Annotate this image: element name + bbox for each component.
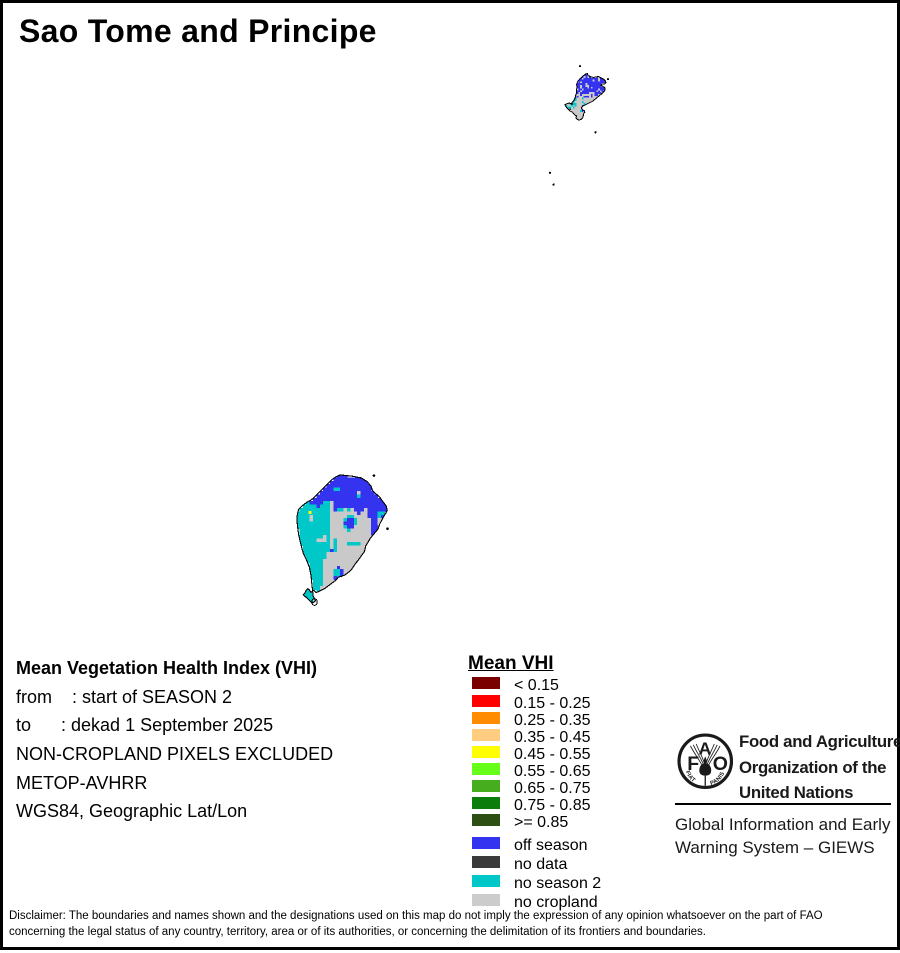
svg-text:O: O	[712, 753, 727, 775]
